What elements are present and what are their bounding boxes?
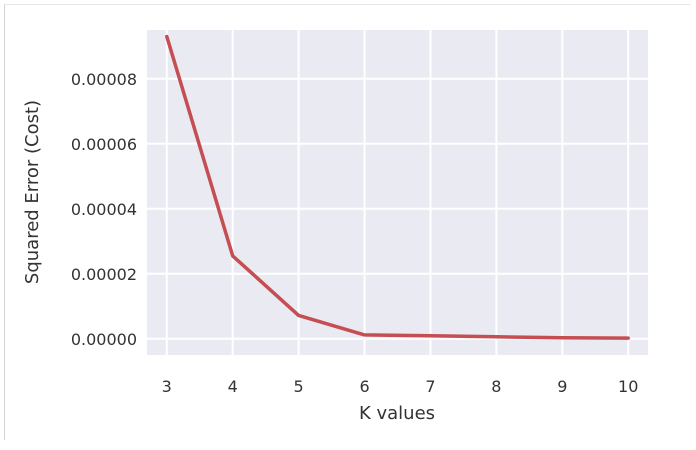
- x-tick-label: 5: [294, 377, 304, 396]
- y-tick-label: 0.00008: [71, 70, 137, 89]
- x-tick-label: 4: [228, 377, 238, 396]
- x-axis-label: K values: [359, 403, 435, 424]
- x-tick-label: 9: [557, 377, 567, 396]
- y-axis-label: Squared Error (Cost): [22, 100, 43, 284]
- x-tick-label: 6: [359, 377, 369, 396]
- y-tick-label: 0.00004: [71, 200, 137, 219]
- figure-frame: [4, 4, 690, 440]
- series-layer: [165, 34, 630, 340]
- x-tick-label: 3: [162, 377, 172, 396]
- x-tick-label: 8: [491, 377, 501, 396]
- y-tick-labels: 0.00000 0.00002 0.00004 0.00006 0.00008: [71, 70, 137, 349]
- y-tick-label: 0.00000: [71, 330, 137, 349]
- x-tick-labels: 3 4 5 6 7 8 9 10: [162, 377, 639, 396]
- plot-area: [147, 30, 648, 355]
- x-tick-label: 7: [425, 377, 435, 396]
- y-tick-label: 0.00002: [71, 265, 137, 284]
- series-line: [165, 34, 630, 340]
- y-tick-label: 0.00006: [71, 135, 137, 154]
- x-tick-label: 10: [618, 377, 638, 396]
